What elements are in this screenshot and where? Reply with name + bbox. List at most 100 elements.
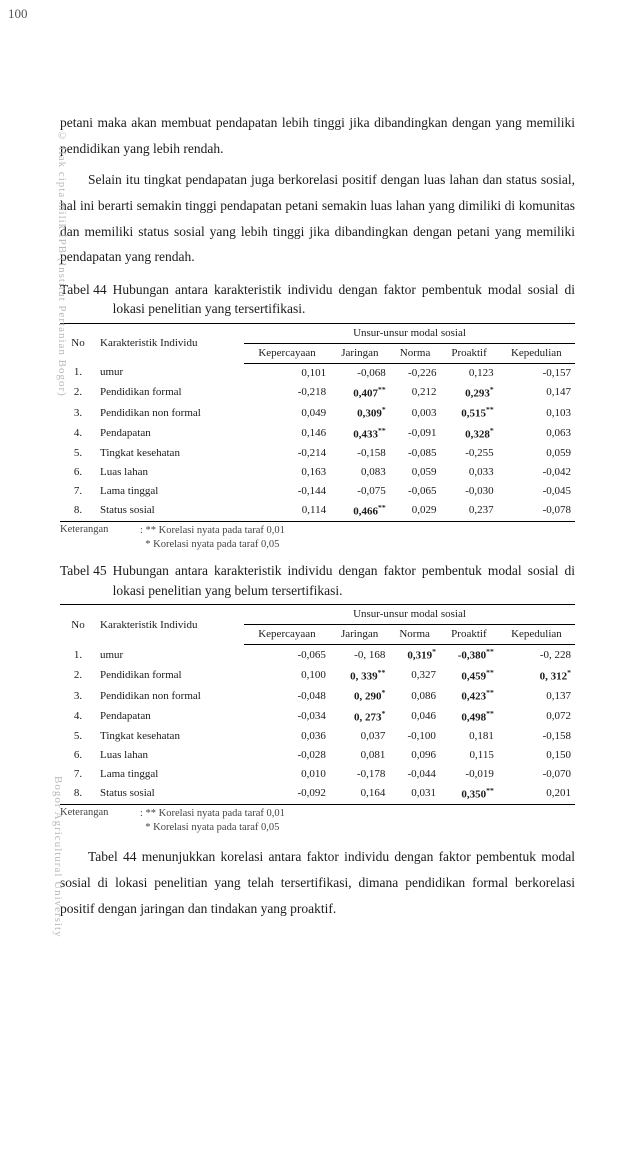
row-name: umur xyxy=(96,363,244,382)
table44-h-c2: Jaringan xyxy=(330,343,390,363)
note-line1-2: : ** Korelasi nyata pada taraf 0,01 xyxy=(140,808,285,819)
row-value: 0,036 xyxy=(244,727,330,746)
note-lines-2: : ** Korelasi nyata pada taraf 0,01 * Ko… xyxy=(140,807,285,834)
row-value: 0,115 xyxy=(440,746,498,765)
note-label: Keterangan xyxy=(60,524,112,551)
table-row: 3.Pendidikan non formal-0,0480, 290*0,08… xyxy=(60,686,575,707)
row-value: 0,114 xyxy=(244,501,330,522)
row-no: 3. xyxy=(60,403,96,424)
row-value: 0,350** xyxy=(440,784,498,805)
table45-h-ki: Karakteristik Individu xyxy=(96,605,244,645)
row-value: 0,033 xyxy=(440,463,497,482)
table45-title: Hubungan antara karakteristik individu d… xyxy=(113,561,575,600)
row-value: -0,214 xyxy=(244,444,330,463)
table44-h-ki: Karakteristik Individu xyxy=(96,323,244,363)
page: 100 © Hak cipta milik IPB (Institut Pert… xyxy=(0,0,623,967)
row-value: 0,146 xyxy=(244,424,330,445)
row-value: 0,328* xyxy=(440,424,497,445)
row-value: -0,048 xyxy=(244,686,330,707)
row-value: -0,028 xyxy=(244,746,330,765)
row-value: 0,150 xyxy=(498,746,575,765)
row-no: 6. xyxy=(60,746,96,765)
table44-note: Keterangan : ** Korelasi nyata pada tara… xyxy=(60,524,575,551)
row-value: -0,226 xyxy=(390,363,441,382)
row-no: 1. xyxy=(60,363,96,382)
row-value: 0,515** xyxy=(440,403,497,424)
row-no: 1. xyxy=(60,645,96,666)
top-margin xyxy=(60,0,575,110)
row-value: -0,044 xyxy=(389,765,440,784)
table44-h-c1: Kepercayaan xyxy=(244,343,330,363)
row-value: -0,030 xyxy=(440,482,497,501)
row-no: 4. xyxy=(60,707,96,728)
table-row: 5.Tingkat kesehatan0,0360,037-0,1000,181… xyxy=(60,727,575,746)
row-value: 0,309* xyxy=(330,403,390,424)
row-value: 0,072 xyxy=(498,707,575,728)
table-row: 3.Pendidikan non formal0,0490,309*0,0030… xyxy=(60,403,575,424)
table44-h-c4: Proaktif xyxy=(440,343,497,363)
row-value: 0,293* xyxy=(440,383,497,404)
note-lines: : ** Korelasi nyata pada taraf 0,01 * Ko… xyxy=(140,524,285,551)
row-value: 0,164 xyxy=(330,784,389,805)
table45-h-c4: Proaktif xyxy=(440,625,498,645)
table-row: 1.umur-0,065-0, 1680,319*-0,380**-0, 228 xyxy=(60,645,575,666)
row-value: -0,075 xyxy=(330,482,390,501)
row-value: 0,100 xyxy=(244,666,330,687)
row-name: Pendidikan formal xyxy=(96,383,244,404)
row-value: 0,459** xyxy=(440,666,498,687)
table-row: 4.Pendapatan0,1460,433**-0,0910,328*0,06… xyxy=(60,424,575,445)
table-row: 8.Status sosial-0,0920,1640,0310,350**0,… xyxy=(60,784,575,805)
note-line1: : ** Korelasi nyata pada taraf 0,01 xyxy=(140,525,285,536)
row-value: -0,158 xyxy=(330,444,390,463)
table45: No Karakteristik Individu Unsur-unsur mo… xyxy=(60,604,575,805)
row-name: Tingkat kesehatan xyxy=(96,444,244,463)
row-no: 5. xyxy=(60,727,96,746)
row-value: 0,063 xyxy=(498,424,575,445)
row-value: -0, 168 xyxy=(330,645,389,666)
row-no: 6. xyxy=(60,463,96,482)
row-value: -0,255 xyxy=(440,444,497,463)
table44: No Karakteristik Individu Unsur-unsur mo… xyxy=(60,323,575,522)
table45-h-c1: Kepercayaan xyxy=(244,625,330,645)
table44-h-c5: Kepedulian xyxy=(498,343,575,363)
row-value: 0,181 xyxy=(440,727,498,746)
row-name: Luas lahan xyxy=(96,746,244,765)
row-value: 0,096 xyxy=(389,746,440,765)
table45-h-group: Unsur-unsur modal sosial xyxy=(244,605,575,625)
row-value: -0,070 xyxy=(498,765,575,784)
row-value: 0,433** xyxy=(330,424,390,445)
row-value: 0, 290* xyxy=(330,686,389,707)
row-value: 0,319* xyxy=(389,645,440,666)
row-name: Tingkat kesehatan xyxy=(96,727,244,746)
table-row: 7.Lama tinggal-0,144-0,075-0,065-0,030-0… xyxy=(60,482,575,501)
row-value: 0,046 xyxy=(389,707,440,728)
row-value: 0, 339** xyxy=(330,666,389,687)
row-name: Pendidikan non formal xyxy=(96,686,244,707)
row-value: 0,407** xyxy=(330,383,390,404)
row-value: -0,178 xyxy=(330,765,389,784)
row-value: 0, 273* xyxy=(330,707,389,728)
row-value: -0,019 xyxy=(440,765,498,784)
row-no: 5. xyxy=(60,444,96,463)
note-line2: * Korelasi nyata pada taraf 0,05 xyxy=(145,539,279,550)
row-value: 0,212 xyxy=(390,383,441,404)
table-row: 4.Pendapatan-0,0340, 273*0,0460,498**0,0… xyxy=(60,707,575,728)
row-value: -0,158 xyxy=(498,727,575,746)
row-value: -0,078 xyxy=(498,501,575,522)
row-value: -0,157 xyxy=(498,363,575,382)
table45-note: Keterangan : ** Korelasi nyata pada tara… xyxy=(60,807,575,834)
row-value: -0,042 xyxy=(498,463,575,482)
row-value: 0,059 xyxy=(498,444,575,463)
row-no: 2. xyxy=(60,666,96,687)
row-name: Lama tinggal xyxy=(96,482,244,501)
row-value: -0,085 xyxy=(390,444,441,463)
row-no: 4. xyxy=(60,424,96,445)
paragraph-1: petani maka akan membuat pendapatan lebi… xyxy=(60,110,575,161)
row-no: 7. xyxy=(60,482,96,501)
row-name: Pendidikan non formal xyxy=(96,403,244,424)
row-value: 0,010 xyxy=(244,765,330,784)
row-value: -0,065 xyxy=(390,482,441,501)
table-row: 2.Pendidikan formal-0,2180,407**0,2120,2… xyxy=(60,383,575,404)
row-value: -0,218 xyxy=(244,383,330,404)
table44-label: Tabel 44 xyxy=(60,280,107,319)
